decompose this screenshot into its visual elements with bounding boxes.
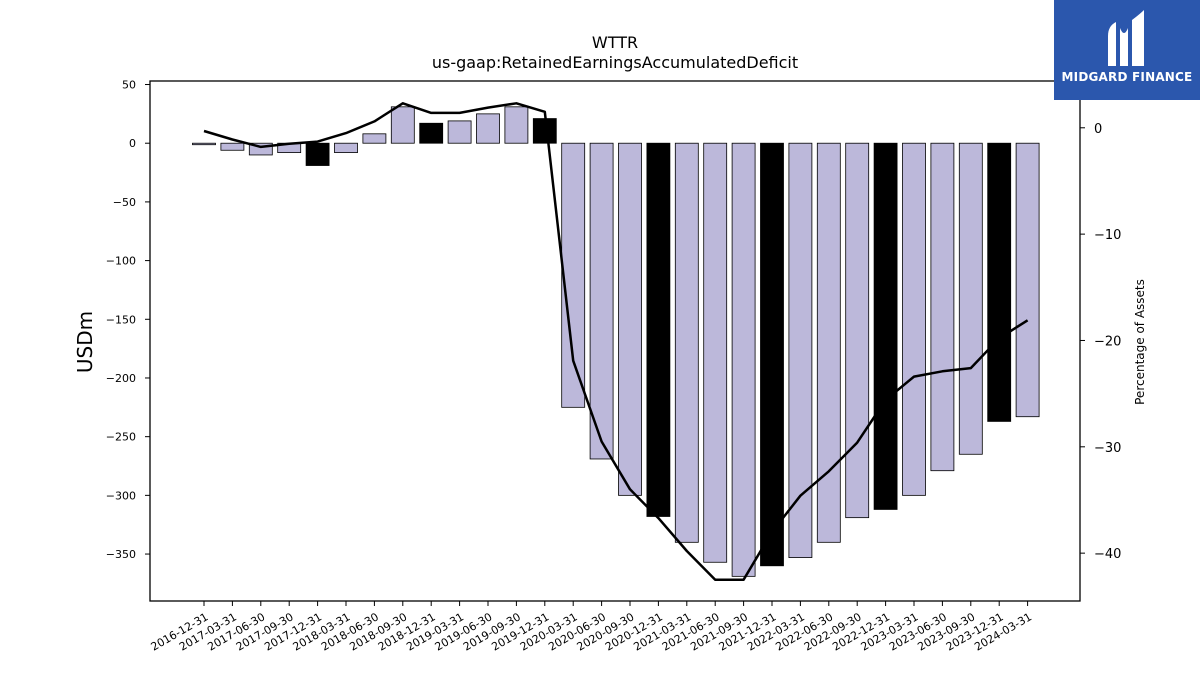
bar-2020-09-30 (618, 142, 642, 496)
y-tick-label: 0 (129, 137, 136, 150)
bar-2019-06-30 (476, 113, 500, 144)
bar-2021-12-31 (760, 142, 784, 567)
y-tick-label: −200 (106, 372, 136, 385)
bar-2023-06-30 (930, 142, 955, 472)
y2-tick-label: −10 (1094, 228, 1121, 243)
y-tick-label: −350 (106, 548, 136, 561)
y2-tick-label: −40 (1094, 547, 1121, 562)
y-tick-label: 50 (122, 79, 136, 92)
bar-2017-06-30 (248, 142, 273, 156)
y-tick-label: −150 (106, 313, 136, 326)
y-tick-label: −100 (106, 255, 136, 268)
chart-subtitle: us-gaap:RetainedEarningsAccumulatedDefic… (432, 53, 798, 72)
bar-2018-06-30 (362, 133, 387, 144)
brand-name: MIDGARD FINANCE (1061, 70, 1193, 84)
bar-2022-03-31 (788, 142, 813, 558)
pct-assets-line (203, 102, 1029, 581)
brand-logo: MIDGARD FINANCE (1054, 0, 1200, 100)
chart-title: WTTR (592, 33, 638, 52)
bar-2020-06-30 (589, 142, 614, 460)
bar-2023-09-30 (958, 142, 983, 455)
y-tick-label: −300 (106, 489, 136, 502)
plot-frame (149, 80, 1081, 602)
y-tick-label: −250 (106, 431, 136, 444)
bar-2020-03-31 (561, 142, 586, 408)
y2-tick-label: 0 (1094, 122, 1102, 137)
y-tick-label: −50 (113, 196, 136, 209)
bar-2021-03-31 (674, 142, 699, 543)
y2-tick-label: −30 (1094, 441, 1121, 456)
bar-2020-12-31 (646, 142, 671, 517)
bar-2019-03-31 (447, 120, 472, 144)
bar-2021-06-30 (703, 142, 728, 563)
bar-2023-03-31 (902, 142, 926, 496)
bar-2022-06-30 (816, 142, 841, 543)
bar-2021-09-30 (731, 142, 756, 577)
bar-2022-12-31 (873, 142, 898, 510)
bar-2022-09-30 (845, 142, 870, 519)
bar-2017-12-31 (305, 142, 330, 166)
bar-2018-12-31 (419, 122, 444, 144)
bar-2016-12-31 (192, 142, 216, 146)
bar-2018-09-30 (390, 106, 415, 144)
bar-2024-03-31 (1015, 142, 1040, 418)
y-axis-label: USDm (73, 311, 97, 373)
y2-axis-label: Percentage of Assets (1133, 279, 1147, 405)
y2-tick-label: −20 (1094, 334, 1121, 349)
bar-2017-03-31 (220, 142, 245, 151)
bar-2018-03-31 (334, 142, 358, 154)
brand-logo-icon (1108, 10, 1144, 66)
bar-2023-12-31 (987, 142, 1012, 422)
bar-2019-09-30 (504, 106, 529, 144)
